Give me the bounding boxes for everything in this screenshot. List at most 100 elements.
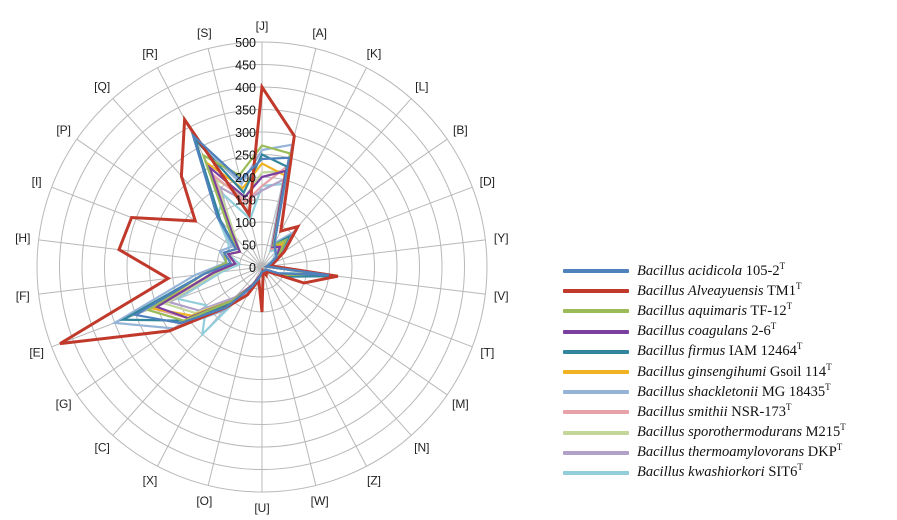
category-label: [I]: [32, 175, 42, 189]
legend-strain: DKP: [804, 444, 837, 461]
legend-swatch: [563, 370, 629, 375]
legend-swatch: [563, 309, 629, 314]
legend-swatch: [563, 349, 629, 354]
legend-type-strain-mark: T: [840, 422, 846, 433]
category-label: [Q]: [94, 80, 110, 94]
legend-item: Bacillus shackletonii MG 18435T: [563, 382, 893, 402]
radial-tick-label: 200: [235, 171, 256, 185]
category-label: [Z]: [367, 473, 381, 487]
legend-strain: M215: [802, 424, 841, 441]
grid-spoke: [261, 266, 317, 486]
legend-label: Bacillus smithii NSR-173T: [637, 402, 792, 421]
legend-item: Bacillus smithii NSR-173T: [563, 402, 893, 422]
radar-chart: 0 50 100 150 200 250 300 350 400 450 500 [J] [A] [K]…: [15, 19, 508, 515]
radial-tick-label: 400: [235, 81, 256, 95]
legend-item: Bacillus acidicola 105-2T: [563, 261, 893, 281]
legend-type-strain-mark: T: [796, 341, 803, 352]
category-labels: [J] [A] [K] [L] [B] [D] [Y] [V] [T] [M] [N] [Z] [W] […: [15, 19, 508, 515]
legend-species-name: Bacillus Alveayuensis: [637, 282, 764, 299]
grid-spoke: [261, 67, 368, 268]
legend-species-name: Bacillus coagulans: [637, 323, 748, 340]
radial-tick-label: 500: [235, 36, 256, 50]
legend-label: Bacillus coagulans 2-6T: [637, 321, 777, 340]
series-layer: [59, 82, 339, 346]
category-label: [H]: [15, 231, 30, 245]
radial-tick-label: 50: [242, 239, 256, 253]
legend: Bacillus acidicola 105-2T Bacillus Alveay…: [563, 261, 893, 483]
radial-tick-label: 150: [235, 194, 256, 208]
series-line: [132, 131, 330, 325]
legend-swatch: [563, 289, 629, 294]
legend-species-name: Bacillus firmus: [637, 343, 726, 360]
legend-swatch: [563, 329, 629, 334]
legend-species-name: Bacillus thermoamylovorans: [637, 444, 805, 461]
legend-item: Bacillus coagulans 2-6T: [563, 322, 893, 342]
legend-type-strain-mark: T: [786, 402, 792, 413]
grid-spoke: [261, 239, 486, 268]
legend-swatch: [563, 470, 629, 475]
legend-strain: MG 18435: [758, 383, 826, 400]
category-label: [D]: [480, 175, 495, 189]
legend-strain: 2-6: [747, 323, 771, 340]
legend-strain: TF-12: [746, 302, 787, 319]
legend-species-name: Bacillus acidicola: [637, 262, 743, 279]
legend-item: Bacillus firmus IAM 12464T: [563, 342, 893, 362]
category-label: [B]: [453, 123, 468, 137]
legend-strain: IAM 12464: [725, 343, 797, 360]
grid-spoke: [112, 98, 263, 268]
radial-tick-label: 300: [235, 126, 256, 140]
legend-species-name: Bacillus shackletonii: [637, 383, 759, 400]
category-label: [V]: [494, 289, 509, 303]
category-label: [P]: [56, 123, 71, 137]
legend-type-strain-mark: T: [770, 321, 777, 332]
legend-item: Bacillus ginsengihumi Gsoil 114T: [563, 362, 893, 382]
legend-item: Bacillus sporothermodurans M215T: [563, 423, 893, 443]
grid-spoke: [261, 266, 368, 467]
legend-type-strain-mark: T: [825, 381, 831, 392]
category-label: [A]: [312, 26, 327, 40]
series-line: [59, 82, 339, 346]
grid-spoke: [207, 48, 263, 268]
legend-type-strain-mark: T: [795, 280, 802, 291]
category-label: [E]: [29, 345, 44, 359]
legend-item: Bacillus kwashiorkori SIT6T: [563, 463, 893, 483]
legend-swatch: [563, 430, 629, 435]
legend-swatch: [563, 450, 629, 455]
legend-species-name: Bacillus aquimaris: [637, 302, 747, 319]
category-label: [T]: [480, 345, 494, 359]
radial-tick-label: 250: [235, 149, 256, 163]
legend-item: Bacillus thermoamylovorans DKPT: [563, 443, 893, 463]
grid-spoke: [261, 186, 473, 268]
legend-label: Bacillus Alveayuensis TM1T: [637, 280, 802, 300]
legend-species-name: Bacillus sporothermodurans: [637, 424, 803, 441]
category-label: [K]: [367, 47, 382, 61]
legend-species-name: Bacillus ginsengihumi: [637, 363, 767, 380]
legend-strain: Gsoil 114: [766, 363, 827, 380]
category-label: [O]: [196, 494, 212, 508]
category-label: [N]: [414, 440, 429, 454]
radial-tick-label: 0: [249, 261, 256, 275]
legend-label: Bacillus acidicola 105-2T: [637, 261, 785, 280]
category-label: [X]: [143, 473, 158, 487]
legend-label: Bacillus sporothermodurans M215T: [637, 422, 846, 441]
category-label: [C]: [95, 440, 110, 454]
grid-spoke: [261, 138, 448, 268]
category-label: [G]: [56, 397, 72, 411]
legend-label: Bacillus thermoamylovorans DKPT: [637, 443, 842, 461]
grid-spoke: [156, 266, 263, 467]
radial-tick-label: 450: [235, 59, 256, 73]
category-label: [W]: [311, 494, 329, 508]
legend-strain: TM1: [763, 282, 796, 299]
category-label: [F]: [16, 289, 30, 303]
radial-tick-label: 100: [235, 216, 256, 230]
legend-item: Bacillus aquimaris TF-12T: [563, 301, 893, 321]
category-label: [U]: [254, 501, 269, 515]
grid-spoke: [261, 266, 448, 396]
category-label: [J]: [256, 19, 269, 33]
legend-strain: NSR-173: [727, 403, 787, 420]
legend-swatch: [563, 410, 629, 415]
legend-swatch: [563, 269, 629, 274]
legend-species-name: Bacillus kwashiorkori: [637, 464, 765, 481]
legend-swatch: [563, 390, 629, 395]
legend-label: Bacillus aquimaris TF-12T: [637, 302, 792, 320]
